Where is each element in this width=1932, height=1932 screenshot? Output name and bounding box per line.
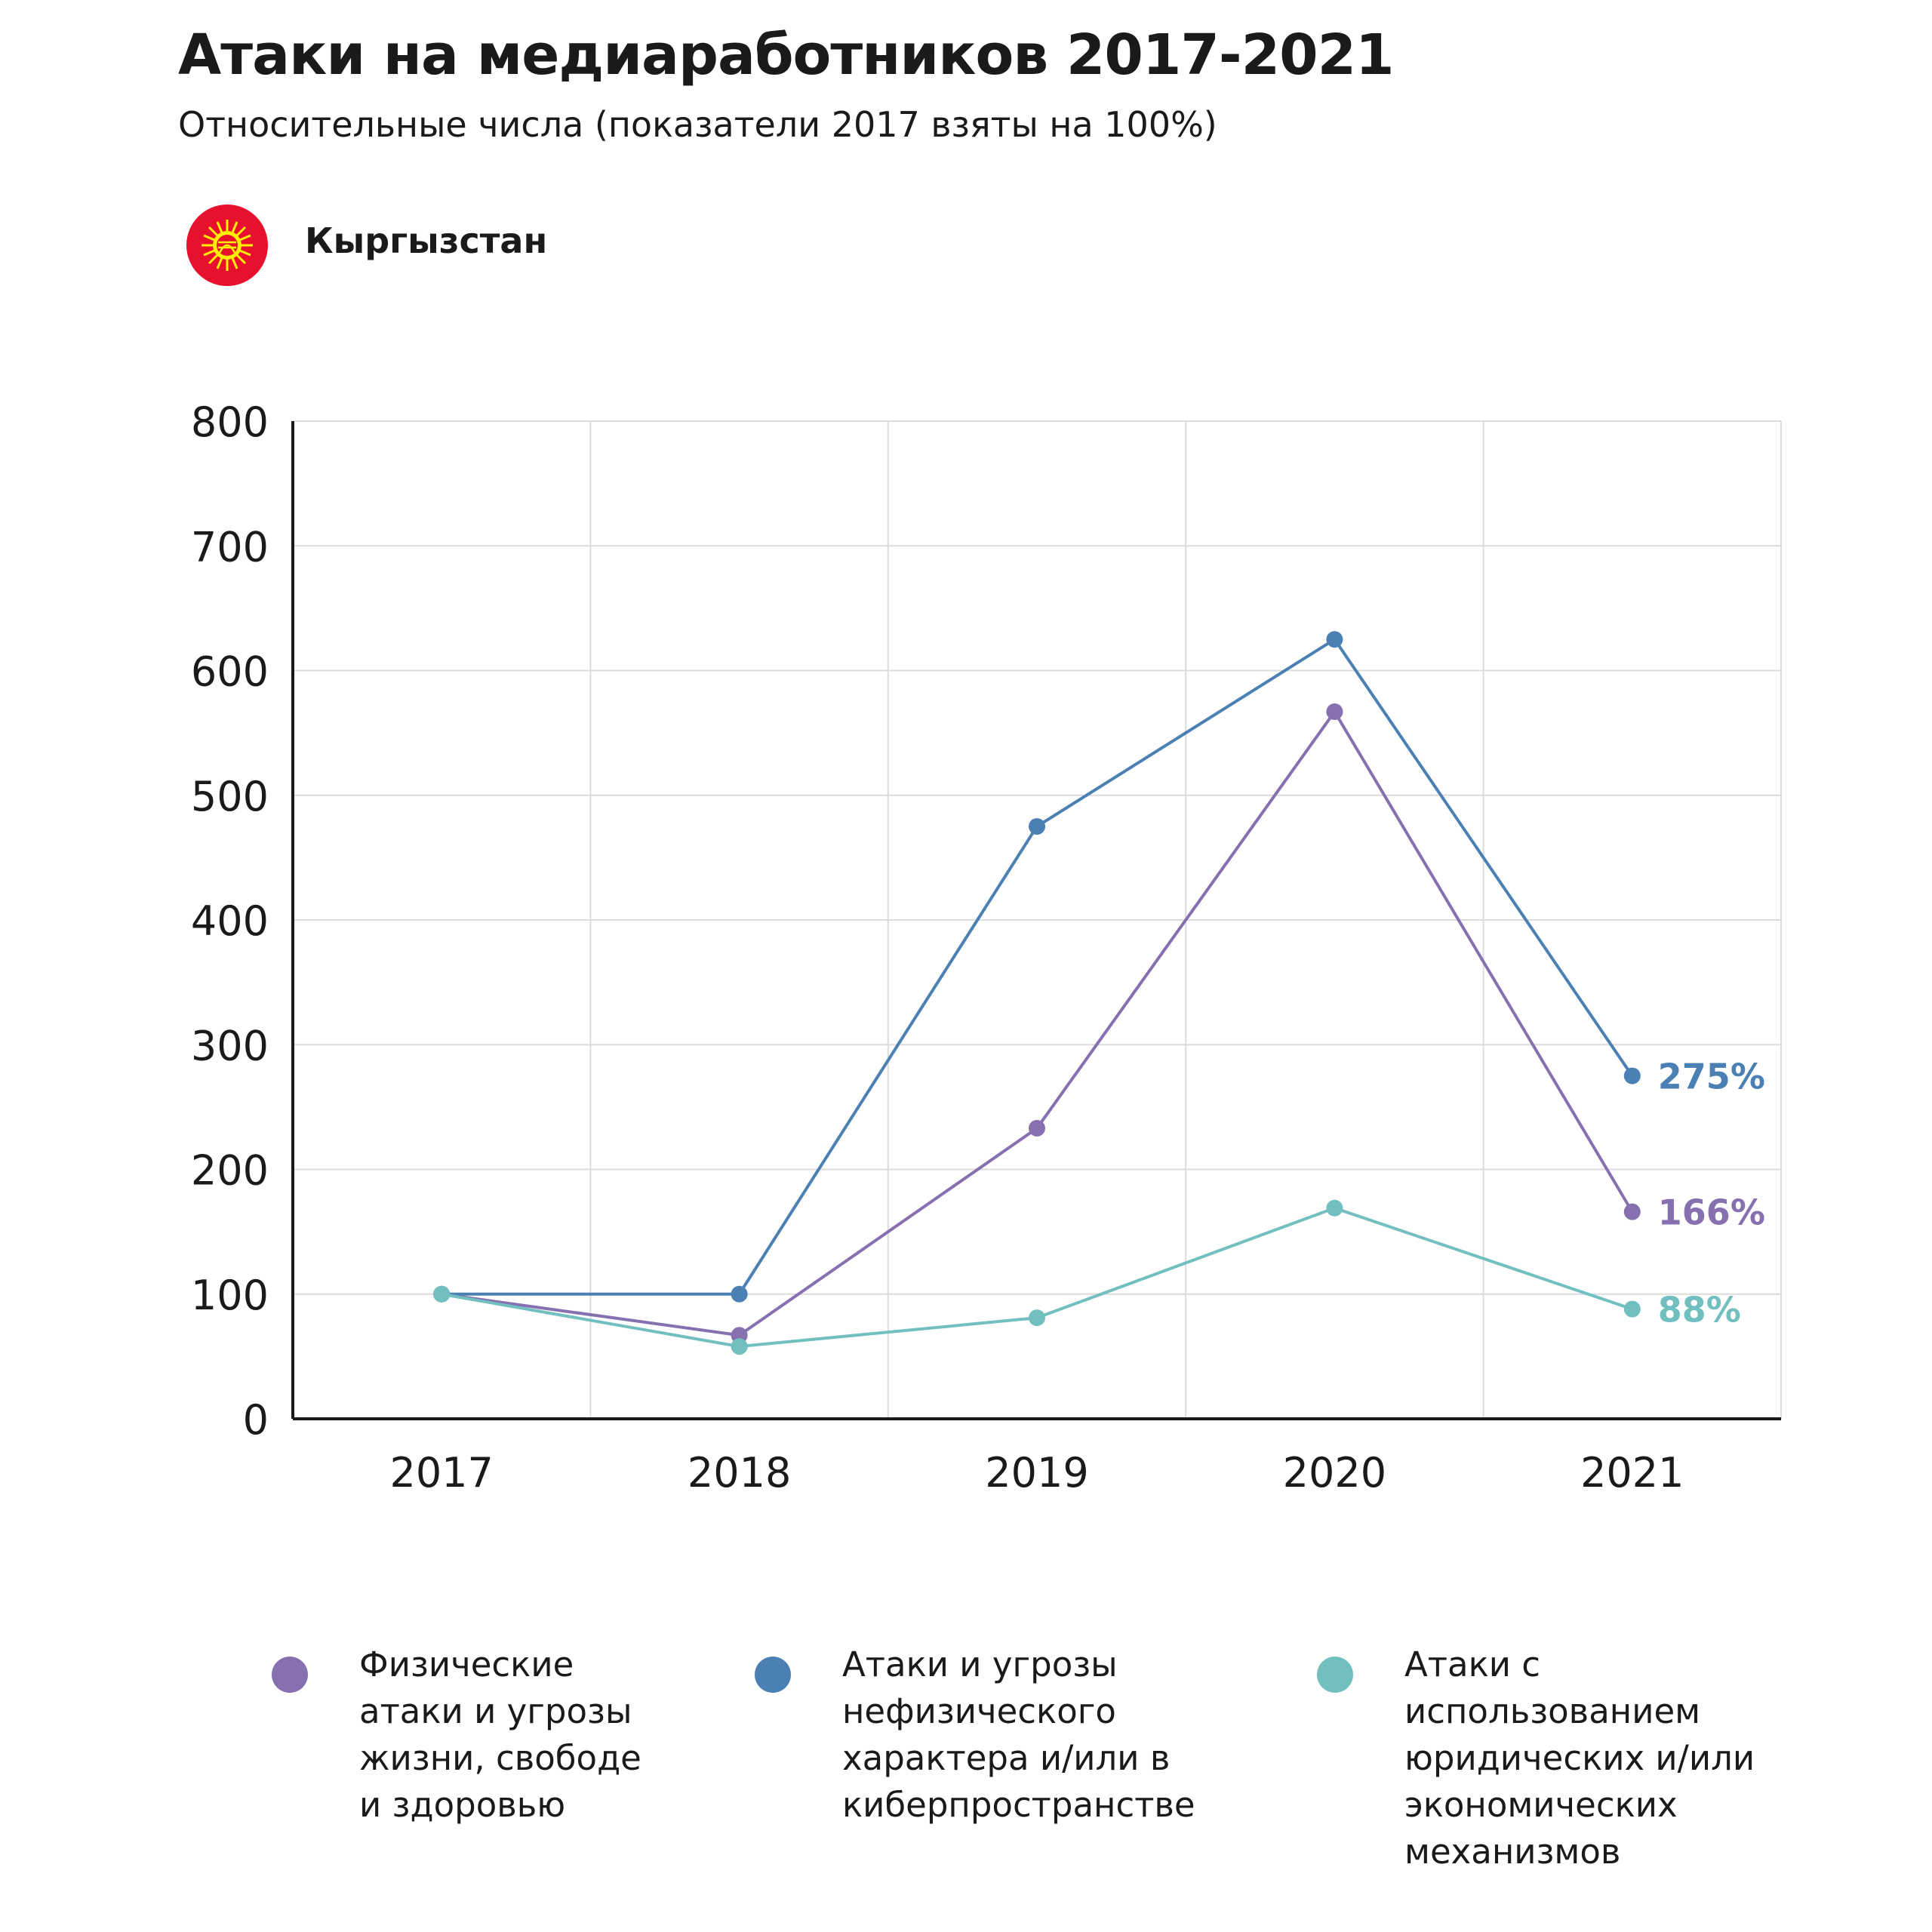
kyrgyzstan-flag-icon bbox=[186, 205, 268, 286]
end-value-label-physical: 166% bbox=[1658, 1192, 1765, 1233]
y-tick-label: 400 bbox=[191, 897, 269, 945]
line-chart: 0 100 200 300 400 500 600 700 800 2017 2018 2019 202… bbox=[191, 398, 1782, 1497]
x-tick-label: 2021 bbox=[1580, 1449, 1684, 1497]
end-value-label-cyber: 275% bbox=[1658, 1057, 1765, 1097]
series-line-physical bbox=[441, 710, 1634, 1337]
y-tick-label: 100 bbox=[191, 1272, 269, 1319]
y-tick-label: 0 bbox=[243, 1396, 269, 1444]
chart-subtitle: Относительные числа (показатели 2017 взя… bbox=[178, 104, 1217, 145]
data-point-physical bbox=[1623, 1203, 1641, 1220]
legend-item-cyber: Атаки и угрозы нефизического характера и… bbox=[755, 1641, 1195, 1829]
data-point-cyber bbox=[1623, 1067, 1641, 1084]
data-point-legal bbox=[1326, 1199, 1343, 1217]
x-tick-label: 2017 bbox=[389, 1449, 493, 1497]
legend-label: Атаки с использованием юридических и/или… bbox=[1404, 1644, 1755, 1872]
legend-label: Физические атаки и угрозы жизни, свободе… bbox=[359, 1644, 641, 1825]
data-point-cyber bbox=[1029, 818, 1045, 835]
legend-label: Атаки и угрозы нефизического характера и… bbox=[842, 1644, 1195, 1825]
y-tick-label: 800 bbox=[191, 398, 269, 446]
data-point-cyber bbox=[731, 1285, 748, 1303]
legend-swatch bbox=[755, 1657, 791, 1693]
y-tick-label: 200 bbox=[191, 1147, 269, 1195]
data-point-legal bbox=[1029, 1309, 1045, 1327]
data-point-legal bbox=[731, 1338, 748, 1355]
legend-item-physical: Физические атаки и угрозы жизни, свободе… bbox=[272, 1641, 641, 1829]
country-label: Кыргызстан bbox=[305, 220, 548, 261]
legend-swatch bbox=[272, 1657, 308, 1693]
end-value-label-legal: 88% bbox=[1658, 1290, 1741, 1331]
data-point-cyber bbox=[1326, 631, 1343, 648]
y-tick-label: 300 bbox=[191, 1022, 269, 1069]
data-point-legal bbox=[433, 1285, 451, 1303]
data-point-physical bbox=[1326, 703, 1343, 721]
x-tick-label: 2018 bbox=[688, 1449, 791, 1497]
x-tick-label: 2020 bbox=[1283, 1449, 1386, 1497]
y-tick-label: 500 bbox=[191, 773, 269, 820]
y-tick-label: 600 bbox=[191, 648, 269, 696]
series-line-cyber bbox=[441, 638, 1634, 1296]
y-tick-label: 700 bbox=[191, 523, 269, 571]
legend-item-legal: Атаки с использованием юридических и/или… bbox=[1317, 1641, 1755, 1875]
data-point-legal bbox=[1623, 1300, 1641, 1318]
x-tick-label: 2019 bbox=[985, 1449, 1088, 1497]
legend-swatch bbox=[1317, 1657, 1353, 1693]
data-point-physical bbox=[1029, 1119, 1045, 1137]
chart-title: Атаки на медиаработников 2017-2021 bbox=[178, 23, 1395, 88]
